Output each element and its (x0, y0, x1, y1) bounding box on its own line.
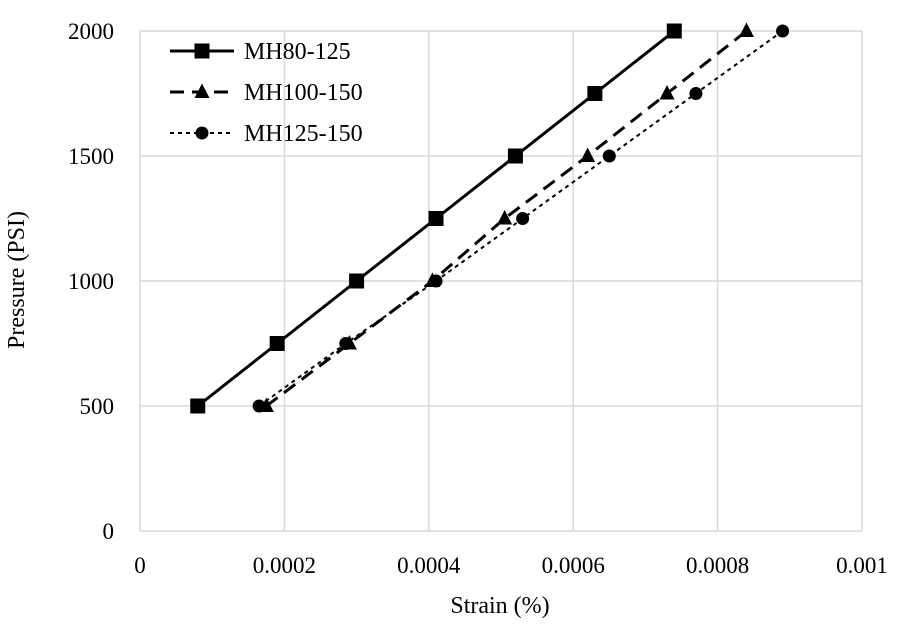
data-point-mh125-150 (602, 149, 616, 163)
plot-series (190, 22, 790, 414)
y-axis-title: Pressure (PSI) (4, 211, 30, 349)
legend-entry-mh100-150: MH100-150 (170, 80, 363, 106)
legend-swatch-marker (194, 43, 210, 59)
legend-swatch-marker (195, 126, 209, 140)
data-point-mh100-150 (738, 22, 754, 37)
series-mh80-125 (190, 23, 682, 414)
legend-entry-mh80-125: MH80-125 (170, 39, 351, 65)
data-point-mh80-125 (587, 86, 603, 101)
data-point-mh125-150 (689, 87, 703, 100)
x-tick-label: 0.0004 (397, 553, 461, 578)
y-tick-label: 1500 (68, 144, 114, 169)
x-tick-label: 0.0006 (542, 553, 605, 578)
legend-label: MH125-150 (244, 121, 363, 147)
x-tick-label: 0 (134, 553, 146, 578)
x-tick-label: 0.0002 (253, 553, 316, 578)
data-point-mh80-125 (269, 336, 285, 351)
data-point-mh125-150 (339, 337, 353, 350)
legend-label: MH100-150 (244, 80, 363, 106)
legend: MH80-125 MH100-150 MH125-150 (170, 39, 363, 147)
data-point-mh80-125 (666, 23, 682, 39)
data-point-mh125-150 (252, 399, 266, 413)
data-point-mh125-150 (516, 212, 530, 225)
y-tick-label: 1000 (68, 269, 114, 294)
data-point-mh100-150 (659, 85, 675, 100)
data-point-mh125-150 (429, 274, 443, 288)
series-mh125-150 (252, 24, 790, 413)
data-point-mh80-125 (428, 211, 444, 226)
x-tick-label: 0.001 (836, 553, 888, 578)
tick-labels: 0 500 1000 1500 2000 0 0.0002 0.0004 0.0006 0.000… (68, 19, 888, 578)
data-point-mh100-150 (497, 210, 513, 225)
data-point-mh80-125 (349, 273, 365, 289)
y-tick-label: 2000 (68, 19, 114, 44)
data-point-mh80-125 (190, 398, 206, 414)
y-tick-label: 0 (103, 519, 115, 544)
data-point-mh100-150 (580, 147, 596, 162)
x-tick-label: 0.0008 (686, 553, 749, 578)
legend-label: MH80-125 (244, 39, 351, 65)
y-tick-label: 500 (80, 394, 115, 419)
data-point-mh125-150 (776, 24, 790, 38)
axes (139, 31, 862, 532)
legend-entry-mh125-150: MH125-150 (170, 121, 363, 147)
legend-swatch-marker (194, 83, 210, 98)
grid-lines (140, 30, 863, 531)
x-axis-title: Strain (%) (450, 593, 549, 619)
data-point-mh80-125 (507, 148, 523, 164)
